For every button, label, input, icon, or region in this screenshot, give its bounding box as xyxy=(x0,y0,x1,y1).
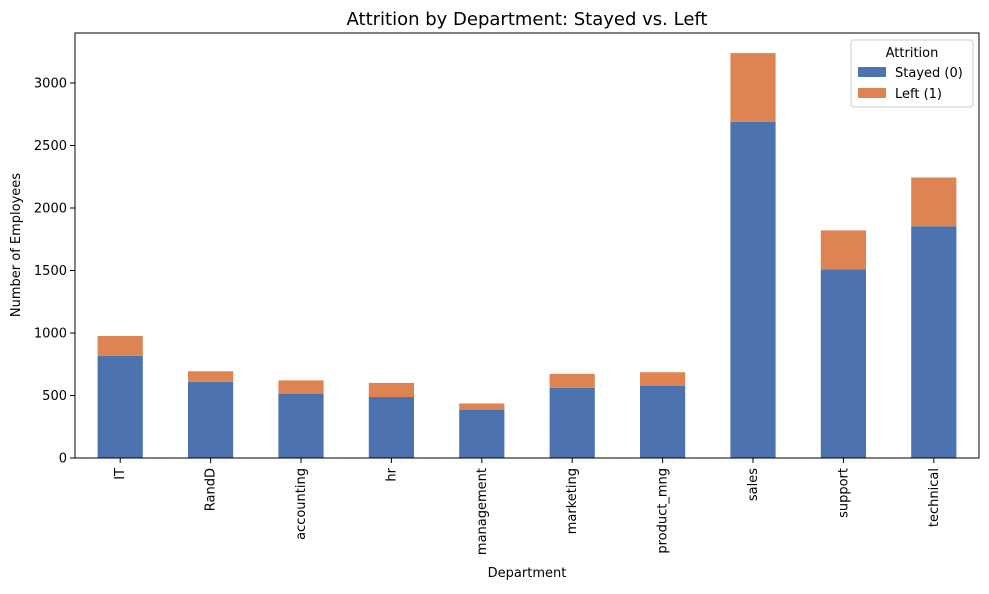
y-tick-label: 0 xyxy=(59,452,67,467)
x-tick-label: support xyxy=(836,468,851,518)
bar-left-accounting xyxy=(278,380,324,394)
bar-stayed-management xyxy=(459,410,505,458)
legend-label-stayed: Stayed (0) xyxy=(895,66,963,81)
bar-left-IT xyxy=(97,336,143,356)
bar-stayed-sales xyxy=(730,121,776,458)
y-tick-label: 1500 xyxy=(34,264,67,279)
chart-title: Attrition by Department: Stayed vs. Left xyxy=(347,9,708,30)
y-tick-label: 2000 xyxy=(34,202,67,217)
y-tick-label: 500 xyxy=(42,389,67,404)
y-tick-label: 3000 xyxy=(34,77,67,92)
bar-stayed-RandD xyxy=(188,381,234,458)
bar-left-sales xyxy=(730,53,776,122)
legend-swatch-left xyxy=(858,88,886,98)
bar-left-marketing xyxy=(549,373,595,388)
x-tick-label: sales xyxy=(746,468,761,501)
bar-stayed-marketing xyxy=(549,387,595,458)
y-tick-label: 1000 xyxy=(34,327,67,342)
bar-left-management xyxy=(459,403,505,410)
legend-swatch-stayed xyxy=(858,67,886,77)
y-axis-label: Number of Employees xyxy=(9,173,24,317)
plot-frame xyxy=(74,32,980,459)
x-tick-label: management xyxy=(475,468,490,555)
x-tick-label: technical xyxy=(927,468,942,527)
plot-area xyxy=(97,53,957,458)
bar-left-technical xyxy=(911,177,957,227)
bar-left-RandD xyxy=(188,371,234,382)
x-tick-label: RandD xyxy=(204,468,219,511)
x-tick-label: IT xyxy=(113,468,128,480)
bar-stayed-accounting xyxy=(278,394,324,458)
bar-stayed-product_mng xyxy=(640,386,686,458)
x-tick-label: hr xyxy=(384,467,399,481)
bar-stayed-hr xyxy=(368,397,414,458)
x-tick-label: accounting xyxy=(294,468,309,540)
legend: Attrition Stayed (0) Left (1) xyxy=(850,39,974,108)
x-tick-label: product_mng xyxy=(656,468,671,554)
y-tick-label: 2500 xyxy=(34,139,67,154)
bar-stayed-IT xyxy=(97,355,143,458)
bar-left-product_mng xyxy=(640,372,686,386)
bar-left-support xyxy=(820,230,866,270)
legend-title: Attrition xyxy=(886,46,939,61)
bar-left-hr xyxy=(368,382,414,397)
bar-stayed-technical xyxy=(911,226,957,458)
legend-label-left: Left (1) xyxy=(895,87,942,102)
bar-stayed-support xyxy=(820,269,866,458)
x-axis-label: Department xyxy=(488,566,567,581)
x-tick-label: marketing xyxy=(565,468,580,534)
